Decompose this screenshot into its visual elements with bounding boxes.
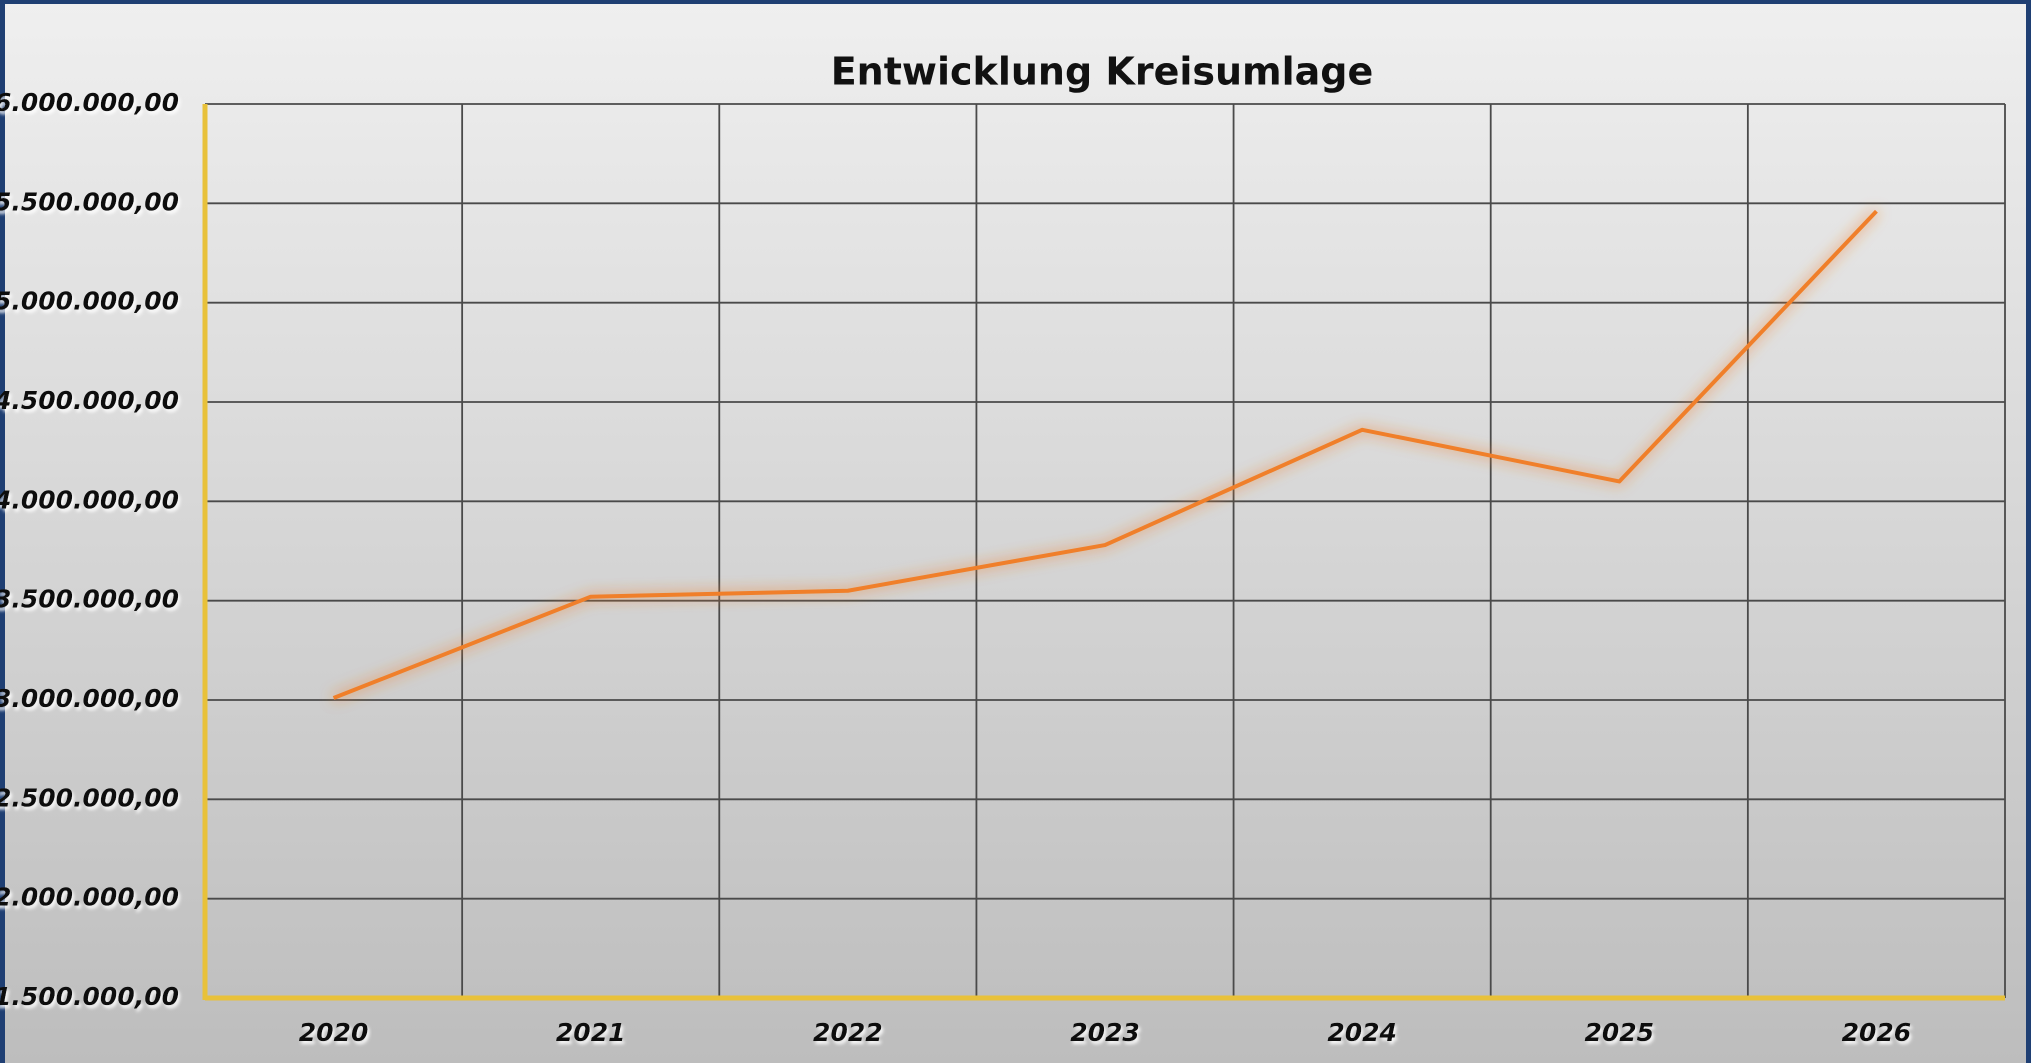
- x-tick-label: 2021: [556, 1018, 626, 1047]
- y-tick-label: 5.500.000,00: [0, 187, 179, 216]
- y-tick-label: 4.500.000,00: [0, 386, 179, 415]
- y-tick-label: 3.000.000,00: [0, 684, 179, 713]
- x-tick-label: 2022: [813, 1018, 883, 1047]
- x-tick-label: 2025: [1584, 1018, 1654, 1047]
- y-tick-label: 5.000.000,00: [0, 287, 179, 316]
- x-tick-label: 2023: [1070, 1018, 1140, 1047]
- chart-title: Entwicklung Kreisumlage: [831, 50, 1374, 94]
- y-tick-label: 2.000.000,00: [0, 883, 179, 912]
- y-tick-label: 3.500.000,00: [0, 585, 179, 614]
- x-tick-label: 2020: [299, 1018, 369, 1047]
- y-tick-label: 6.000.000,00: [0, 88, 179, 117]
- x-tick-label: 2026: [1842, 1018, 1912, 1047]
- y-tick-label: 4.000.000,00: [0, 485, 179, 514]
- x-tick-label: 2024: [1327, 1018, 1397, 1047]
- y-tick-label: 2.500.000,00: [0, 783, 179, 812]
- series-line: [332, 209, 1878, 700]
- background: [5, 4, 2026, 1063]
- y-tick-label: 1.500.000,00: [0, 982, 179, 1011]
